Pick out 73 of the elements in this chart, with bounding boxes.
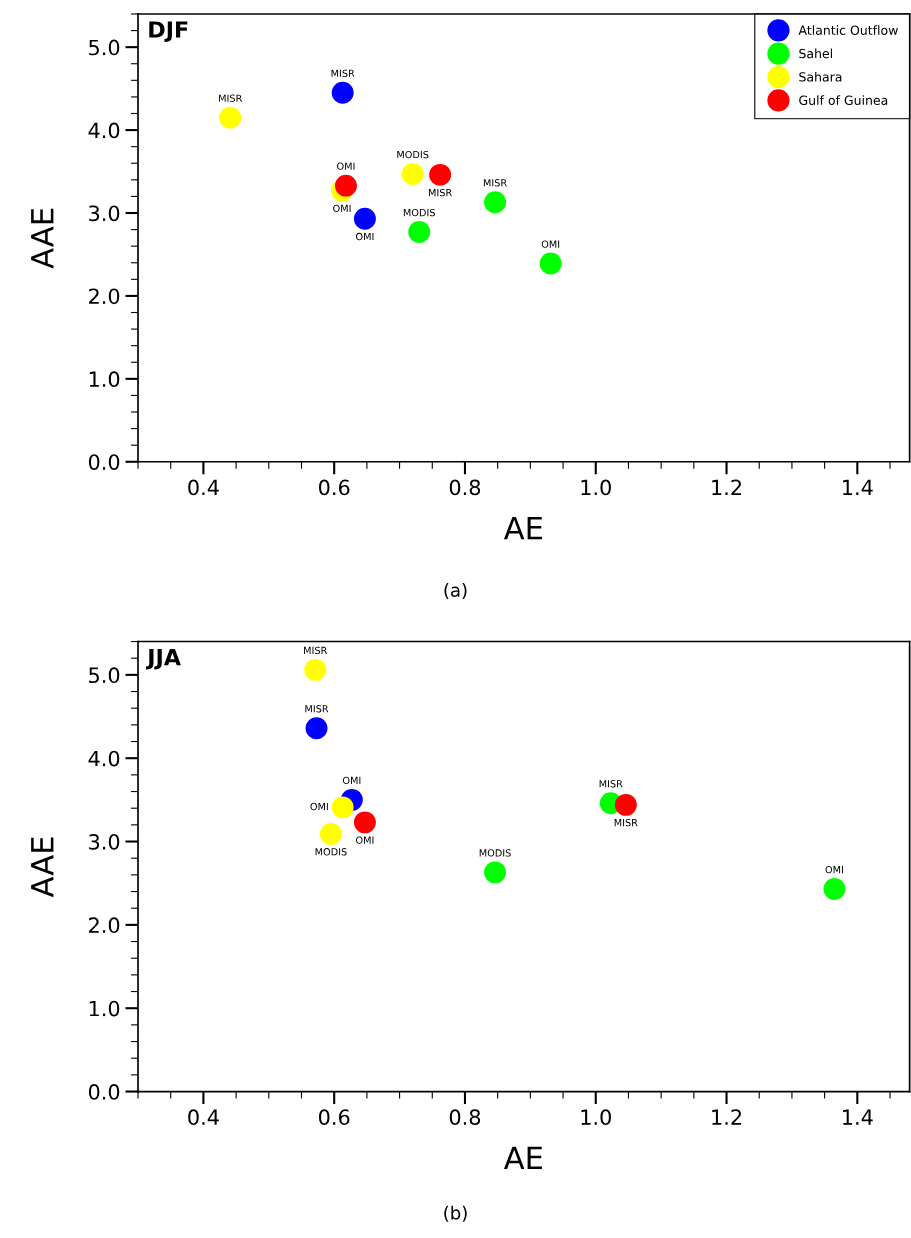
y-tick-label: 3.0 xyxy=(89,205,120,222)
y-tick-label: 1.0 xyxy=(89,1000,120,1017)
x-axis-title: AE xyxy=(503,516,542,540)
x-tick-label: 1.0 xyxy=(581,1109,611,1126)
data-label: OMI xyxy=(310,802,328,811)
y-tick-label: 2.0 xyxy=(89,917,120,934)
point xyxy=(319,823,342,846)
point xyxy=(219,106,242,129)
data-label: OMI xyxy=(337,162,355,170)
data-label: MISR xyxy=(428,188,452,197)
point xyxy=(539,252,562,275)
data-label: MISR xyxy=(304,646,328,655)
data-label: MISR xyxy=(305,705,329,713)
data-label: OMI xyxy=(825,865,843,874)
y-tick-label: 2.0 xyxy=(89,288,120,305)
y-tick-label: 0.0 xyxy=(88,454,120,470)
data-label: MISR xyxy=(483,179,507,187)
data-label: OMI xyxy=(333,204,351,213)
x-tick-label: 0.6 xyxy=(319,479,350,496)
point xyxy=(334,174,357,197)
point xyxy=(305,717,328,740)
x-tick-label: 1.4 xyxy=(843,1109,873,1125)
data-label: MODIS xyxy=(479,849,511,857)
x-tick-label: 0.8 xyxy=(449,1109,481,1126)
y-axis-title: AAE xyxy=(31,208,54,269)
data-label: MISR xyxy=(614,818,638,827)
y-tick-label: 0.0 xyxy=(88,1084,120,1100)
data-label: MISR xyxy=(219,94,243,102)
data-label: MODIS xyxy=(403,208,435,217)
point xyxy=(331,796,354,819)
legend-label: Sahel xyxy=(799,48,832,59)
data-label: MODIS xyxy=(315,848,347,856)
y-axis-title: AAE xyxy=(31,837,54,898)
data-label: OMI xyxy=(541,240,560,248)
x-tick-label: 0.6 xyxy=(319,1109,350,1126)
text: (a) xyxy=(444,582,467,600)
y-tick-label: 1.0 xyxy=(89,371,120,388)
x-tick-label: 0.4 xyxy=(188,1109,219,1126)
y-tick-label: 5.0 xyxy=(89,39,120,56)
point xyxy=(614,793,637,816)
point xyxy=(331,81,354,104)
x-axis-title: AE xyxy=(503,1146,542,1169)
point xyxy=(401,163,424,186)
x-tick-label: 1.0 xyxy=(581,479,611,496)
data-label: OMI xyxy=(356,232,374,241)
point xyxy=(484,191,507,214)
point xyxy=(484,861,507,884)
y-tick-label: 5.0 xyxy=(89,667,120,684)
point xyxy=(353,811,376,834)
x-tick-label: 0.4 xyxy=(188,479,219,496)
legend-label: Gulf of Guinea xyxy=(799,95,888,105)
data-label: MISR xyxy=(331,69,355,77)
chart-title: DJF xyxy=(149,21,188,43)
y-tick-label: 4.0 xyxy=(88,122,120,139)
x-tick-label: 1.2 xyxy=(712,1109,742,1125)
data-label: OMI xyxy=(356,836,374,844)
text: (b) xyxy=(444,1205,467,1222)
point xyxy=(304,658,327,681)
x-tick-label: 0.8 xyxy=(449,479,481,496)
x-tick-label: 1.4 xyxy=(843,479,873,495)
y-tick-label: 4.0 xyxy=(88,750,120,767)
legend-label: Atlantic Outflow xyxy=(798,25,898,35)
point xyxy=(353,207,376,230)
legend-label: Sahara xyxy=(799,71,842,82)
data-label: OMI xyxy=(342,776,361,785)
chart-title: JJA xyxy=(146,648,181,670)
data-label: MISR xyxy=(599,780,623,788)
point xyxy=(823,878,846,901)
data-label: MODIS xyxy=(397,150,429,159)
x-tick-label: 1.2 xyxy=(712,479,742,495)
y-tick-label: 3.0 xyxy=(89,833,120,850)
point xyxy=(429,163,452,186)
point xyxy=(408,221,431,244)
